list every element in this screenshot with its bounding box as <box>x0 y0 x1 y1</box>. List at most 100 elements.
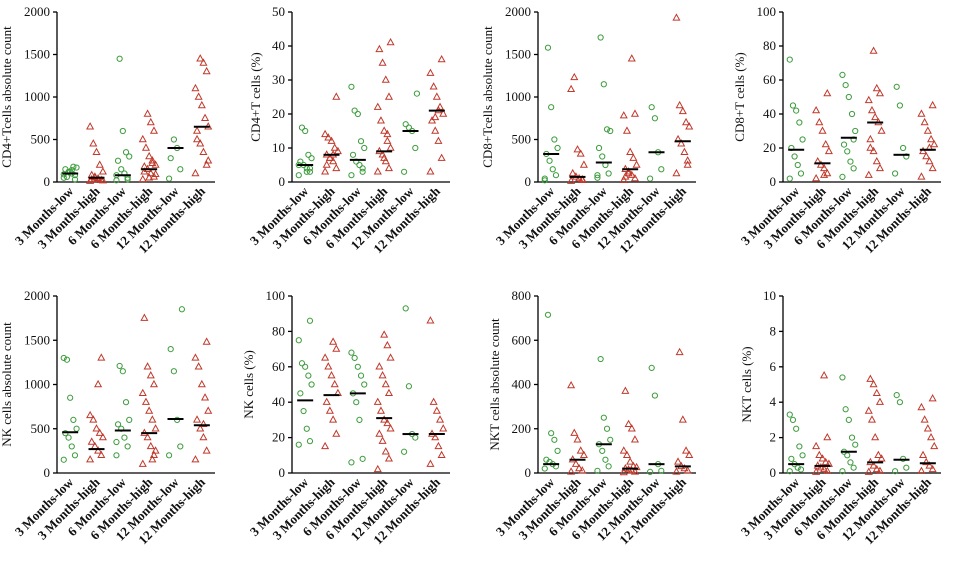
data-point <box>303 168 310 175</box>
data-point <box>597 355 604 363</box>
data-point <box>548 430 555 437</box>
data-point <box>149 126 159 134</box>
data-point <box>544 44 552 51</box>
data-point <box>348 83 355 90</box>
y-tick-label: 200 <box>512 421 532 436</box>
data-point <box>308 155 315 162</box>
data-point <box>89 415 98 423</box>
data-point <box>204 156 213 164</box>
data-point <box>821 139 830 148</box>
data-point <box>402 305 409 312</box>
data-point <box>435 415 445 423</box>
data-point <box>571 459 580 467</box>
data-point <box>192 415 202 423</box>
data-point <box>361 381 368 388</box>
data-point <box>852 441 859 448</box>
data-point <box>402 121 409 128</box>
data-point <box>348 349 355 356</box>
data-point <box>60 354 67 362</box>
data-point <box>426 167 435 175</box>
data-point <box>295 441 302 448</box>
data-point <box>796 443 803 450</box>
data-point <box>98 432 107 441</box>
y-tick-label: 100 <box>757 4 777 19</box>
data-point <box>192 126 202 134</box>
data-point <box>842 82 849 89</box>
data-point <box>922 457 931 466</box>
y-tick-label: 60 <box>272 359 285 374</box>
data-point <box>850 464 857 471</box>
data-point <box>70 163 77 170</box>
data-point <box>579 450 588 458</box>
data-point <box>869 146 878 155</box>
data-point <box>578 174 587 183</box>
data-point <box>576 149 585 157</box>
data-point <box>926 134 936 143</box>
data-point <box>87 437 96 445</box>
y-tick-label: 0 <box>279 465 286 480</box>
data-point <box>202 446 211 454</box>
data-point <box>872 464 881 473</box>
data-point <box>383 129 392 138</box>
y-tick-label: 4 <box>770 394 777 409</box>
y-axis-label: NKT cells absolute count <box>487 318 502 451</box>
data-point <box>329 337 338 345</box>
data-point <box>204 406 213 414</box>
data-point <box>823 168 832 177</box>
data-point <box>359 168 366 175</box>
data-point <box>71 452 79 459</box>
data-point <box>380 330 389 338</box>
data-point <box>930 139 939 148</box>
data-point <box>166 452 173 459</box>
data-point <box>114 157 122 164</box>
y-tick-label: 60 <box>763 72 776 87</box>
data-point <box>681 117 691 126</box>
data-point <box>864 170 873 178</box>
data-point <box>359 455 366 462</box>
data-point <box>852 127 859 135</box>
data-point <box>549 166 556 173</box>
data-point <box>321 129 330 138</box>
data-point <box>871 432 880 441</box>
data-point <box>630 435 640 443</box>
data-point <box>923 424 932 432</box>
data-point <box>332 163 341 172</box>
data-point <box>630 467 640 475</box>
data-point <box>383 340 392 349</box>
data-point <box>812 441 821 450</box>
data-point <box>680 463 689 472</box>
data-point <box>839 173 846 180</box>
data-point <box>848 434 856 441</box>
data-point <box>928 394 937 402</box>
data-point <box>196 139 205 147</box>
data-point <box>603 126 611 133</box>
data-point <box>383 136 392 144</box>
data-point <box>437 153 446 161</box>
data-point <box>576 446 585 454</box>
data-point <box>298 124 306 131</box>
data-point <box>321 353 330 361</box>
data-point <box>145 173 154 181</box>
data-point <box>680 147 689 155</box>
data-point <box>378 371 387 379</box>
data-point <box>98 176 107 184</box>
data-point <box>600 414 607 421</box>
data-point <box>381 447 390 455</box>
y-axis-label: NK cells absolute count <box>0 322 14 447</box>
data-point <box>199 419 208 428</box>
data-point <box>928 163 937 172</box>
data-point <box>373 167 382 175</box>
data-point <box>68 443 75 450</box>
data-point <box>89 139 98 147</box>
data-point <box>920 415 929 423</box>
data-point <box>321 167 330 175</box>
data-point <box>872 388 881 397</box>
data-point <box>877 454 886 462</box>
data-point <box>194 362 203 370</box>
y-tick-label: 8 <box>770 323 777 338</box>
data-point <box>570 72 579 81</box>
data-point <box>86 410 95 419</box>
data-point <box>124 176 131 183</box>
data-point <box>815 450 824 458</box>
data-point <box>683 156 692 164</box>
